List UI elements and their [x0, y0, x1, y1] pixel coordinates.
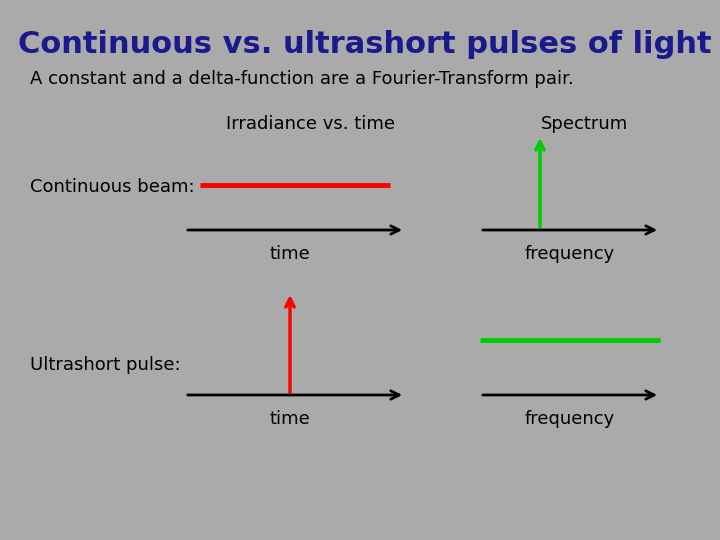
- Text: Ultrashort pulse:: Ultrashort pulse:: [30, 356, 181, 374]
- Text: frequency: frequency: [525, 410, 615, 428]
- Text: Continuous beam:: Continuous beam:: [30, 178, 194, 196]
- Text: Irradiance vs. time: Irradiance vs. time: [225, 115, 395, 133]
- Text: time: time: [269, 410, 310, 428]
- Text: Continuous vs. ultrashort pulses of light: Continuous vs. ultrashort pulses of ligh…: [18, 30, 711, 59]
- Text: frequency: frequency: [525, 245, 615, 263]
- Text: Spectrum: Spectrum: [541, 115, 629, 133]
- Text: A constant and a delta-function are a Fourier-Transform pair.: A constant and a delta-function are a Fo…: [30, 70, 574, 88]
- Text: time: time: [269, 245, 310, 263]
